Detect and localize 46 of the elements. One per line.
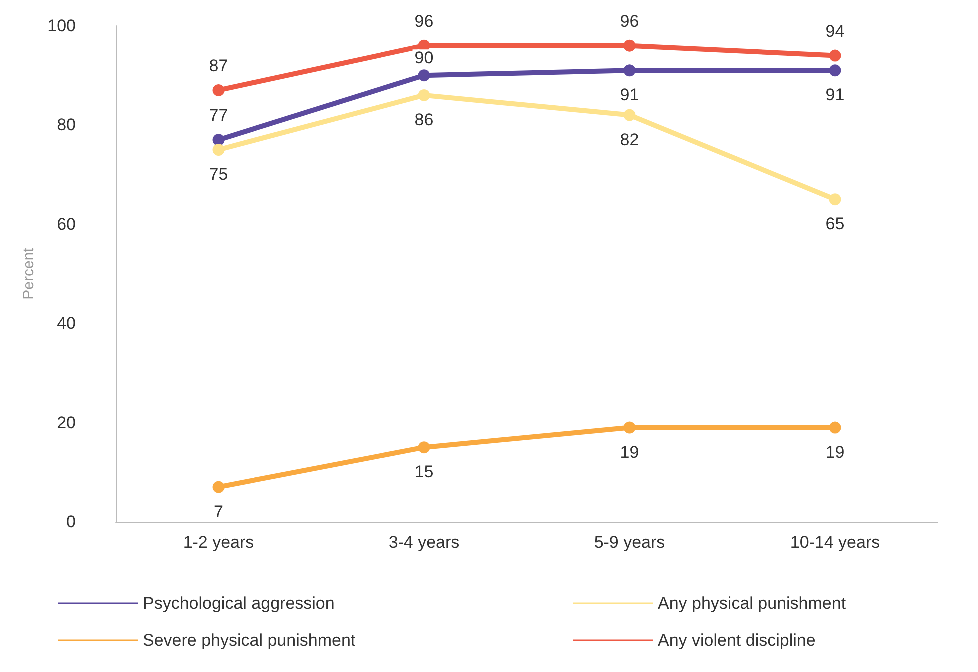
y-tick-label: 20 — [57, 413, 76, 432]
y-tick-label: 100 — [48, 16, 76, 36]
legend-label: Any violent discipline — [658, 631, 816, 650]
point — [418, 70, 430, 82]
x-tick-label: 3-4 years — [388, 533, 460, 552]
point — [624, 422, 636, 434]
legend-label: Any physical punishment — [658, 594, 846, 613]
point — [418, 442, 430, 454]
data-label: 91 — [826, 86, 845, 105]
data-label: 94 — [826, 22, 845, 41]
point — [829, 50, 842, 62]
data-label: 19 — [826, 442, 845, 462]
point — [212, 144, 225, 156]
x-tick-label: 1-2 years — [183, 533, 254, 552]
y-tick-label: 60 — [57, 214, 76, 234]
data-label: 91 — [620, 86, 640, 105]
point — [624, 64, 636, 77]
point — [829, 422, 842, 434]
point — [212, 84, 225, 96]
point — [212, 481, 225, 494]
data-label: 15 — [414, 462, 434, 482]
y-tick-label: 80 — [57, 116, 76, 135]
data-label: 65 — [826, 214, 845, 234]
legend-label: Severe physical punishment — [143, 631, 356, 650]
y-tick-label: 40 — [57, 314, 76, 334]
y-tick-label: 0 — [66, 512, 76, 532]
point — [418, 89, 430, 102]
data-label: 7 — [214, 502, 224, 522]
data-label: 90 — [414, 48, 434, 68]
data-label: 77 — [209, 106, 228, 126]
x-tick-label: 5-9 years — [594, 533, 666, 552]
data-label: 75 — [209, 165, 228, 184]
data-label: 19 — [620, 442, 640, 462]
data-label: 96 — [620, 12, 640, 31]
x-tick-label: 10-14 years — [790, 533, 880, 552]
data-label: 87 — [209, 56, 228, 76]
point — [829, 194, 842, 206]
point — [829, 64, 842, 77]
y-axis-title: Percent — [20, 247, 38, 300]
data-label: 96 — [414, 12, 434, 31]
data-label: 82 — [620, 130, 640, 150]
data-label: 86 — [414, 110, 434, 130]
point — [624, 109, 636, 122]
legend-label: Psychological aggression — [143, 594, 335, 613]
point — [624, 40, 636, 52]
point — [212, 134, 225, 146]
